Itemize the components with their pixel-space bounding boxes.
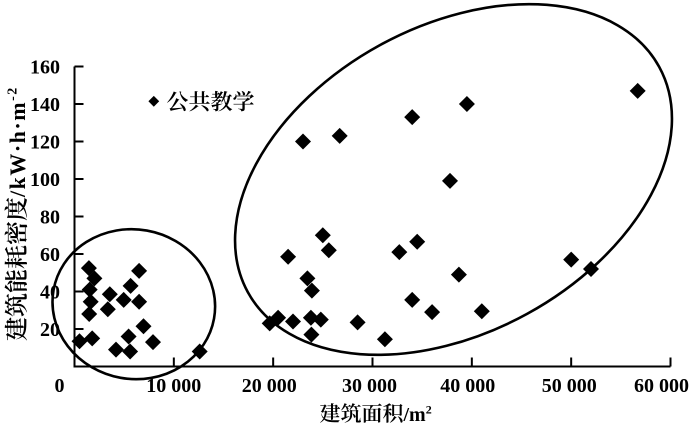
scatter-point [442, 172, 458, 189]
scatter-point [303, 282, 320, 299]
y-tick-label: 100 [30, 169, 60, 191]
scatter-point [563, 251, 580, 268]
legend-diamond-icon [148, 95, 160, 107]
scatter-point [280, 248, 297, 265]
scatter-point [404, 291, 421, 308]
scatter-point [101, 286, 118, 303]
scatter-point [314, 227, 331, 244]
scatter-point [145, 334, 161, 351]
scatter-point [122, 343, 139, 360]
scatter-point [135, 318, 152, 335]
y-title-latin-text: /kW·h·m-2 [5, 86, 30, 198]
scatter-point [71, 333, 88, 350]
scatter-point [108, 341, 124, 358]
y-tick-label: 120 [30, 132, 60, 154]
scatter-point [82, 293, 99, 310]
scatter-point [391, 244, 408, 261]
cjk-glyph [362, 403, 382, 423]
cjk-glyph [210, 90, 233, 112]
scatter-point [376, 331, 393, 348]
x-tick-label: 30 000 [342, 375, 397, 397]
axes [73, 65, 672, 368]
legend [148, 90, 254, 112]
scatter-point [99, 301, 116, 318]
x-tick-label: 10 000 [146, 375, 201, 397]
cjk-glyph [167, 91, 189, 112]
scatter-point [450, 266, 467, 283]
scatter-point [131, 262, 148, 279]
scatter-point [629, 82, 646, 99]
scatter-point [295, 133, 311, 150]
scatter-point [473, 303, 490, 320]
x-tick-label: 40 000 [440, 375, 495, 397]
scatter-point [120, 328, 137, 345]
axis-lines [73, 66, 671, 368]
y-tick-label: 40 [40, 282, 60, 304]
scatter-point [583, 261, 599, 277]
y-tick-label: 60 [40, 244, 60, 266]
x-tick-label: 50 000 [542, 375, 597, 397]
scatter-point [303, 326, 320, 343]
scatter-point [424, 304, 441, 321]
scatter-point [312, 311, 329, 328]
x-tick-label: 20 000 [242, 375, 297, 397]
scatter-point [302, 309, 319, 326]
cjk-glyph [383, 403, 403, 423]
scatter-point [122, 277, 139, 294]
scatter-point [84, 330, 101, 347]
x-title-latin-text: /m2 [403, 402, 432, 426]
scatter-point [331, 127, 348, 144]
cjk-glyph [320, 403, 341, 423]
scatter-series [71, 82, 646, 360]
x-tick-label: 0 [55, 375, 65, 397]
scatter-point [115, 291, 132, 308]
scatter-point [409, 233, 426, 250]
x-axis-title: /m2 [320, 402, 432, 426]
scatter-point [299, 270, 316, 287]
y-axis-title: /kW·h·m-2 [4, 86, 30, 341]
scatter-point [285, 313, 301, 330]
y-tick-label: 160 [30, 57, 60, 79]
scatter-point [191, 343, 208, 360]
scatter-point [320, 242, 337, 259]
scatter-point [86, 270, 103, 287]
x-tick-labels: 0 10 000 20 000 30 000 40 000 50 000 60 000 [55, 375, 690, 397]
legend-label [167, 90, 254, 112]
scatter-point [81, 306, 98, 322]
x-tick-label: 60 000 [634, 375, 689, 397]
cjk-glyph [4, 293, 28, 317]
y-tick-label: 140 [30, 94, 60, 116]
cjk-glyph [4, 197, 28, 221]
scatter-point [458, 96, 475, 112]
cjk-glyph [341, 403, 361, 423]
large-cluster-ellipse [233, 2, 674, 357]
scatter-point [349, 314, 366, 331]
scatter-point [270, 309, 287, 326]
scatter-point [404, 109, 421, 126]
y-tick-label: 80 [40, 207, 60, 229]
cjk-glyph [4, 245, 28, 269]
cjk-glyph [189, 91, 210, 112]
scatter-point [131, 293, 148, 310]
cjk-glyph [4, 269, 28, 293]
cjk-glyph [4, 221, 28, 244]
cjk-glyph [4, 317, 28, 341]
cjk-glyph [233, 90, 254, 112]
